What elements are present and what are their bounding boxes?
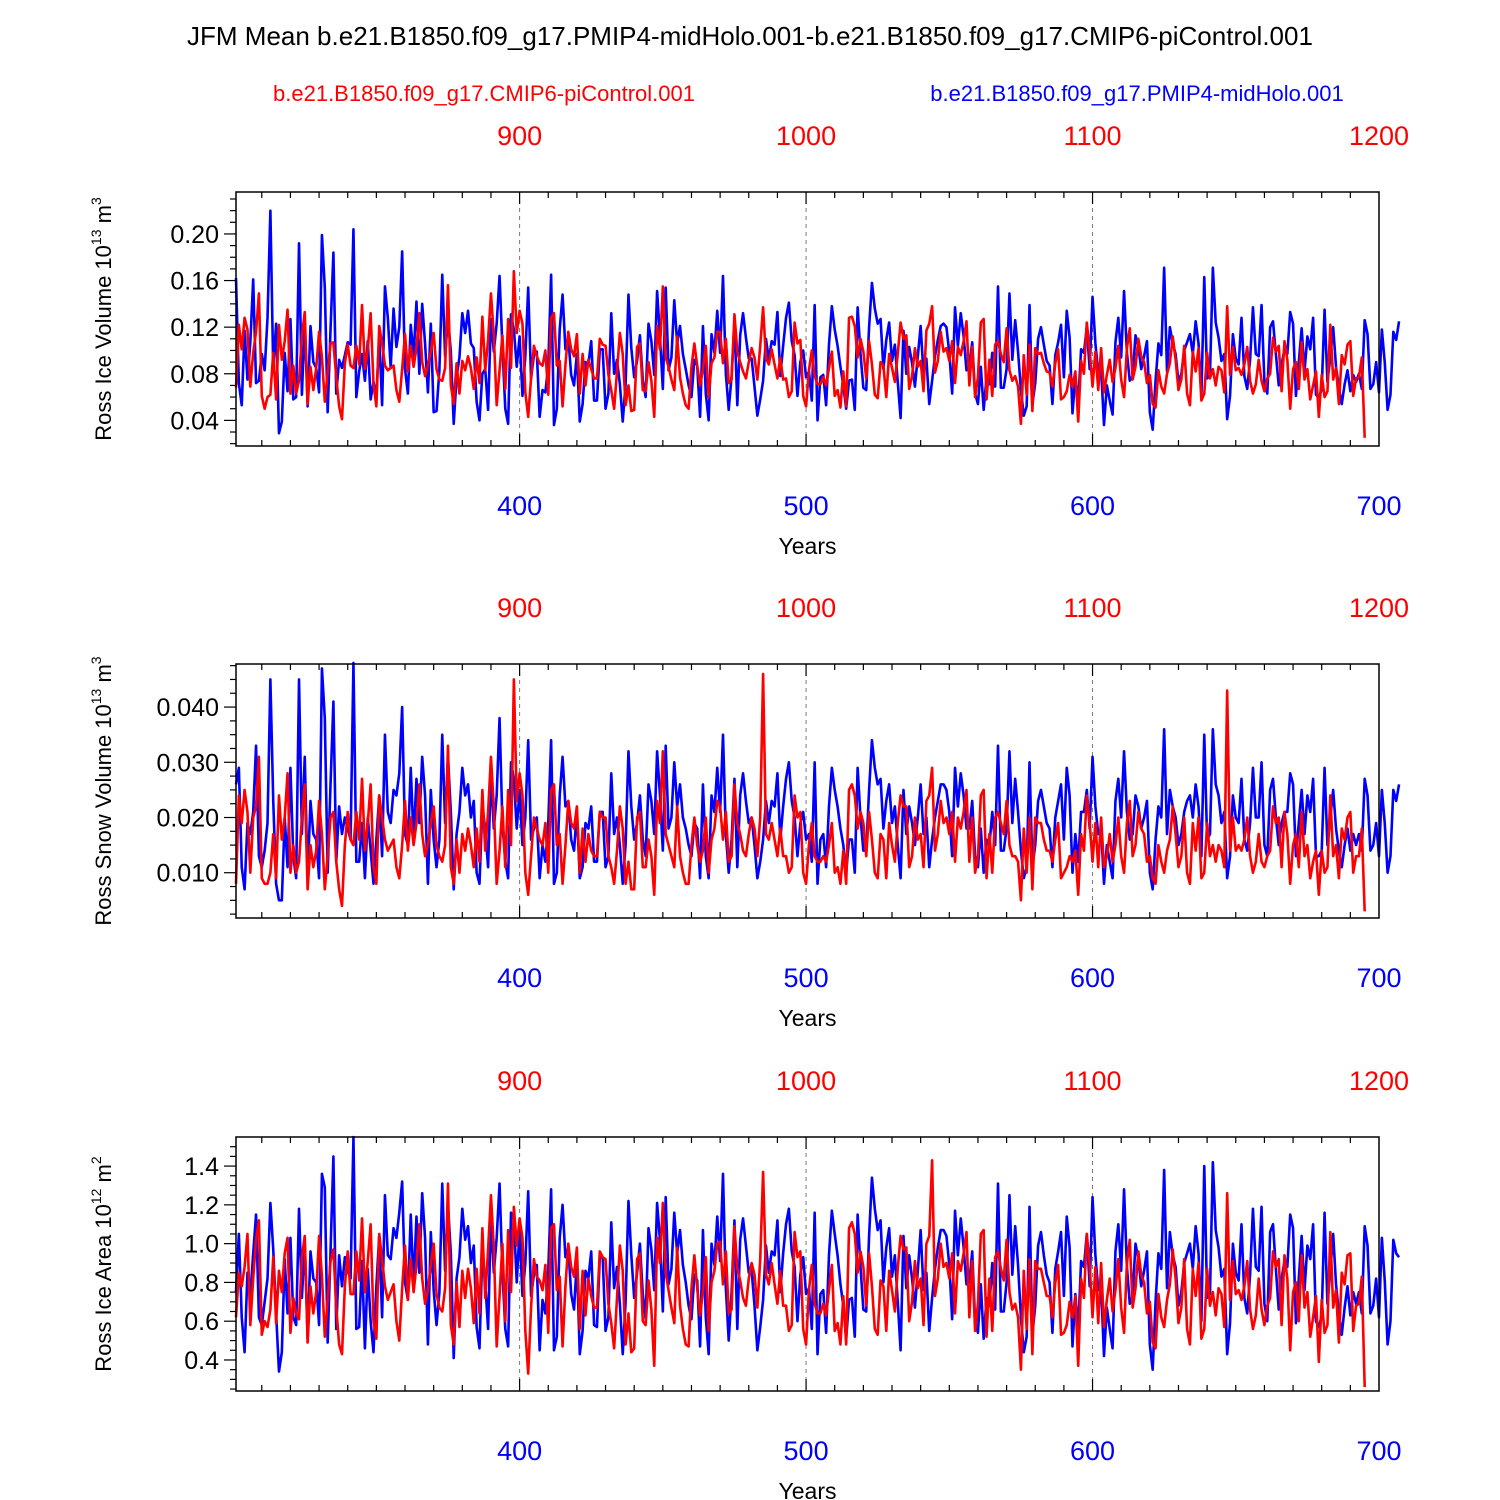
y-tick-label: 0.08 [170,361,219,389]
y-axis-label-unit-exponent: 3 [88,197,104,205]
panel-ice_volume: 0.04 0.08 0.12 0.16 0.20 400 500 600 700 900 1000 1… [88,121,1409,559]
y-axis-label: Ross Ice Area 1012 m2 [88,1156,116,1372]
x-tick-label-top: 1200 [1349,121,1409,151]
y-tick-label: 0.04 [170,407,219,435]
x-tick-label-top: 900 [497,593,542,623]
x-tick-label-top: 1000 [776,1066,836,1096]
panel-ice_area: 0.4 0.6 0.8 1.0 1.2 1.4 400 500 600 700 900 1000 110… [88,1066,1409,1500]
x-axis-label: Years [779,1478,837,1500]
y-axis-label-unit-exponent: 2 [88,1156,104,1164]
x-tick-label-bottom: 400 [497,491,542,521]
x-tick-label-bottom: 600 [1070,491,1115,521]
y-axis-label-unit: m [91,205,116,229]
x-tick-label-bottom: 500 [784,963,829,993]
x-axis-label: Years [779,1005,837,1031]
legend-midholo: b.e21.B1850.f09_g17.PMIP4-midHolo.001 [930,81,1343,106]
x-tick-label-bottom: 400 [497,963,542,993]
y-axis-label-text: Ross Ice Area 10 [91,1204,116,1372]
plot-frame [235,1136,1380,1392]
y-axis-label-exponent: 13 [88,229,104,245]
x-tick-label-bottom: 400 [497,1436,542,1466]
figure-title: JFM Mean b.e21.B1850.f09_g17.PMIP4-midHo… [187,21,1313,51]
y-axis-label: Ross Ice Volume 1013 m3 [88,197,116,441]
y-tick-label: 0.030 [156,749,219,777]
x-tick-label-top: 1100 [1064,593,1122,623]
x-tick-label-top: 1200 [1349,1066,1409,1096]
x-tick-label-bottom: 600 [1070,1436,1115,1466]
x-tick-label-top: 1100 [1064,121,1122,151]
y-axis-label-exponent: 12 [88,1188,104,1204]
series-picontrol-ice_volume [234,269,1366,438]
panel-snow_volume: 0.010 0.020 0.030 0.040 400 500 600 700 900 1000 1… [88,593,1409,1031]
x-tick-label-top: 900 [497,121,542,151]
x-tick-label-bottom: 500 [784,491,829,521]
y-tick-label: 0.6 [184,1308,219,1336]
y-tick-label: 0.8 [184,1269,219,1297]
y-tick-label: 0.4 [184,1347,219,1375]
y-axis-label-unit-exponent: 3 [88,656,104,664]
x-tick-label-bottom: 700 [1356,1436,1401,1466]
y-axis-label-unit: m [91,1164,116,1188]
x-tick-label-top: 900 [497,1066,542,1096]
x-tick-label-top: 1000 [776,593,836,623]
y-tick-label: 0.20 [170,221,219,249]
x-axis-label: Years [779,533,837,559]
x-tick-label-top: 1200 [1349,593,1409,623]
y-axis-label-unit: m [91,664,116,688]
x-tick-label-bottom: 700 [1356,491,1401,521]
x-tick-label-bottom: 500 [784,1436,829,1466]
y-tick-label: 0.040 [156,694,219,722]
y-tick-label: 0.16 [170,268,219,296]
plot-frame [235,191,1380,447]
y-axis-label: Ross Snow Volume 1013 m3 [88,656,116,925]
y-tick-label: 0.020 [156,805,219,833]
y-axis-label-text: Ross Snow Volume 10 [91,704,116,925]
y-axis-label-exponent: 13 [88,688,104,704]
legend-picontrol: b.e21.B1850.f09_g17.CMIP6-piControl.001 [273,81,695,106]
plot-frame [235,663,1380,919]
series-midholo-ice_volume [234,209,1401,435]
x-tick-label-top: 1100 [1064,1066,1122,1096]
y-tick-label: 1.2 [184,1192,219,1220]
y-tick-label: 1.0 [184,1231,219,1259]
x-tick-label-bottom: 600 [1070,963,1115,993]
y-tick-label: 1.4 [184,1153,219,1181]
x-tick-label-bottom: 700 [1356,963,1401,993]
series-picontrol-ice_area [234,1158,1366,1388]
x-tick-label-top: 1000 [776,121,836,151]
y-tick-label: 0.010 [156,860,219,888]
series-picontrol-snow_volume [234,672,1366,912]
y-axis-label-text: Ross Ice Volume 10 [91,245,116,441]
y-tick-label: 0.12 [170,314,219,342]
